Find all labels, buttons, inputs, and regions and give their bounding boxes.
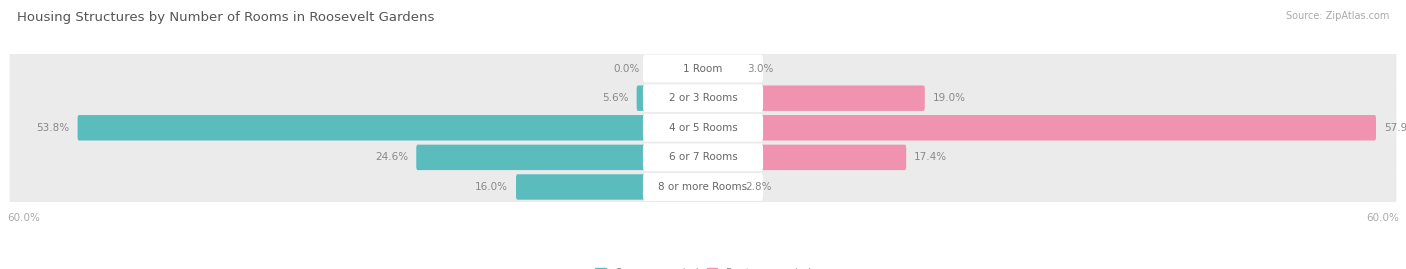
Text: Housing Structures by Number of Rooms in Roosevelt Gardens: Housing Structures by Number of Rooms in…	[17, 11, 434, 24]
Text: 2 or 3 Rooms: 2 or 3 Rooms	[669, 93, 737, 103]
FancyBboxPatch shape	[637, 86, 704, 111]
Text: 53.8%: 53.8%	[37, 123, 70, 133]
FancyBboxPatch shape	[702, 86, 925, 111]
FancyBboxPatch shape	[643, 143, 763, 171]
Text: 57.9%: 57.9%	[1384, 123, 1406, 133]
Text: Source: ZipAtlas.com: Source: ZipAtlas.com	[1285, 11, 1389, 21]
FancyBboxPatch shape	[702, 56, 740, 81]
Text: 24.6%: 24.6%	[375, 152, 408, 162]
Text: 8 or more Rooms: 8 or more Rooms	[658, 182, 748, 192]
Text: 6 or 7 Rooms: 6 or 7 Rooms	[669, 152, 737, 162]
FancyBboxPatch shape	[416, 145, 704, 170]
FancyBboxPatch shape	[10, 142, 1396, 173]
Text: 60.0%: 60.0%	[7, 213, 39, 223]
FancyBboxPatch shape	[702, 145, 907, 170]
FancyBboxPatch shape	[10, 53, 1396, 84]
FancyBboxPatch shape	[643, 55, 763, 83]
Text: 2.8%: 2.8%	[745, 182, 772, 192]
Text: 16.0%: 16.0%	[475, 182, 508, 192]
FancyBboxPatch shape	[702, 115, 1376, 140]
Text: 0.0%: 0.0%	[613, 63, 640, 74]
FancyBboxPatch shape	[643, 173, 763, 201]
Legend: Owner-occupied, Renter-occupied: Owner-occupied, Renter-occupied	[591, 264, 815, 269]
FancyBboxPatch shape	[516, 174, 704, 200]
FancyBboxPatch shape	[702, 174, 737, 200]
FancyBboxPatch shape	[77, 115, 704, 140]
Text: 19.0%: 19.0%	[932, 93, 966, 103]
FancyBboxPatch shape	[10, 172, 1396, 202]
Text: 17.4%: 17.4%	[914, 152, 948, 162]
FancyBboxPatch shape	[10, 83, 1396, 114]
Text: 3.0%: 3.0%	[747, 63, 773, 74]
FancyBboxPatch shape	[643, 114, 763, 142]
Text: 4 or 5 Rooms: 4 or 5 Rooms	[669, 123, 737, 133]
FancyBboxPatch shape	[10, 112, 1396, 143]
Text: 5.6%: 5.6%	[602, 93, 628, 103]
Text: 60.0%: 60.0%	[1367, 213, 1399, 223]
FancyBboxPatch shape	[643, 84, 763, 112]
Text: 1 Room: 1 Room	[683, 63, 723, 74]
